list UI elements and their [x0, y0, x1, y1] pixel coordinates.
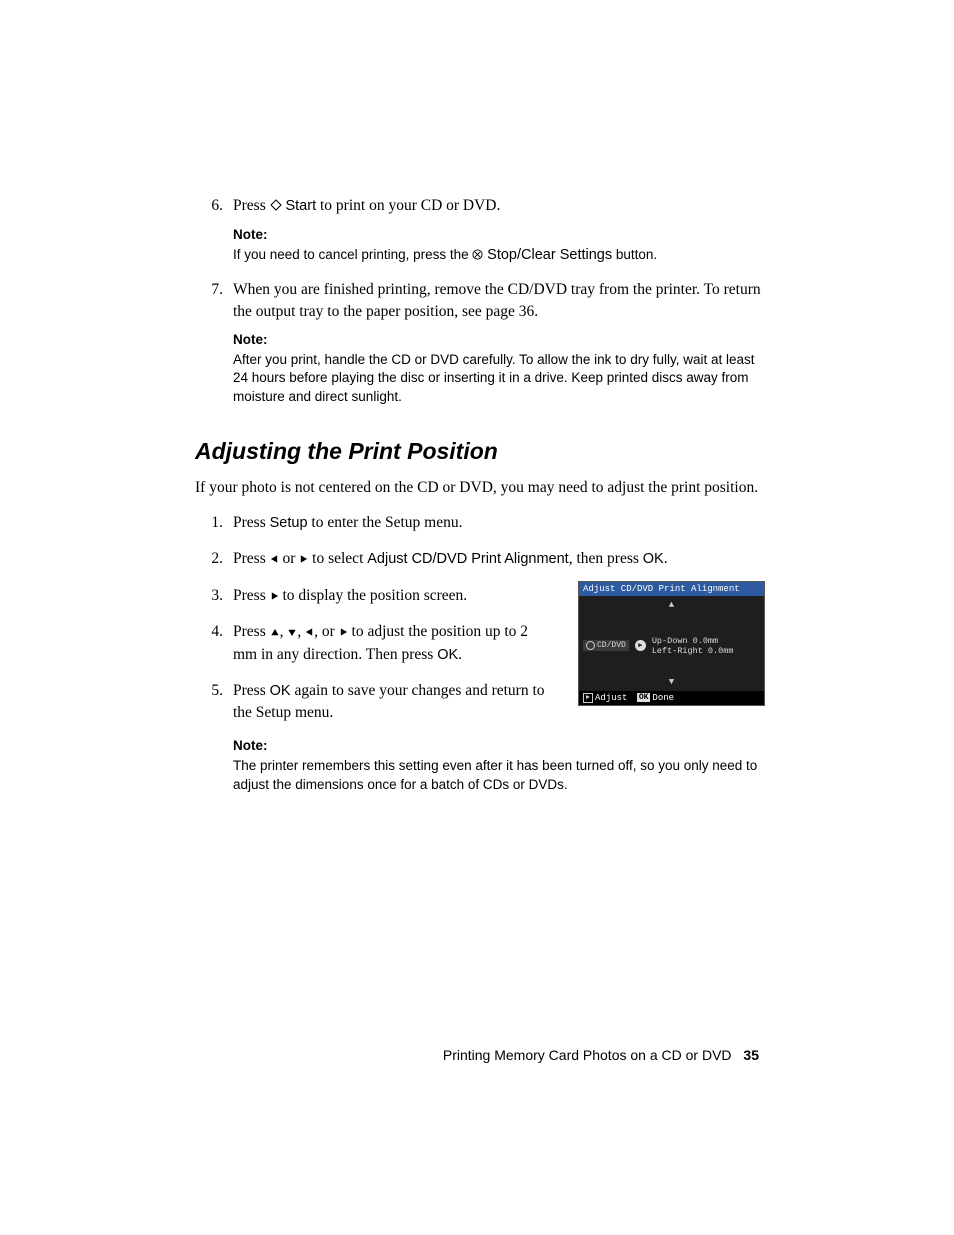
lcd-adjust-icon	[583, 693, 593, 703]
lcd-leftright-value: Left-Right 0.0mm	[652, 646, 734, 656]
section-steps-list: 1. Press Setup to enter the Setup menu. …	[195, 512, 765, 570]
step-number: 3.	[195, 585, 223, 607]
setup-label: Setup	[270, 515, 308, 531]
lcd-screen: Adjust CD/DVD Print Alignment ▲ CD/DVD ▶…	[578, 581, 765, 706]
note-block: Note: After you print, handle the CD or …	[233, 331, 765, 406]
cd-icon	[586, 641, 595, 650]
stop-icon	[472, 247, 483, 265]
lcd-figure: Adjust CD/DVD Print Alignment ▲ CD/DVD ▶…	[578, 581, 765, 706]
step-number: 7.	[195, 279, 223, 301]
diamond-icon	[270, 196, 282, 218]
lcd-play-icon: ▶	[635, 640, 646, 651]
c2: ,	[297, 623, 305, 640]
step-5: 5. Press OK again to save your changes a…	[195, 680, 550, 723]
step-text-post: to display the position screen.	[279, 587, 468, 604]
note-text-post: button.	[612, 247, 657, 262]
left-arrow-icon	[270, 549, 279, 571]
c1: ,	[280, 623, 288, 640]
right-arrow-icon	[270, 586, 279, 608]
step-number: 6.	[195, 195, 223, 217]
page-number: 35	[743, 1047, 759, 1063]
lcd-mid-row: CD/DVD ▶ Up-Down 0.0mm Left-Right 0.0mm	[579, 636, 764, 656]
section-heading: Adjusting the Print Position	[195, 438, 765, 465]
step-number: 4.	[195, 621, 223, 643]
step-number: 5.	[195, 680, 223, 702]
note-text: The printer remembers this setting even …	[233, 758, 757, 791]
top-steps-list: 6. Press Start to print on your CD or DV…	[195, 195, 765, 406]
note-label: Note:	[233, 331, 765, 349]
lcd-values: Up-Down 0.0mm Left-Right 0.0mm	[652, 636, 734, 656]
step-text-mid2: to select	[308, 550, 367, 567]
lcd-cd-label: CD/DVD	[583, 640, 629, 651]
section-steps-list-2: 3. Press to display the position screen.…	[195, 585, 550, 723]
lcd-title: Adjust CD/DVD Print Alignment	[579, 582, 764, 596]
up-arrow-icon	[270, 622, 280, 644]
step-text-post: to print on your CD or DVD.	[316, 197, 500, 214]
ok-label: OK	[270, 683, 291, 699]
lcd-ok-badge: OK	[637, 693, 651, 702]
step-text-pre: Press	[233, 623, 270, 640]
step-text: When you are finished printing, remove t…	[233, 281, 761, 320]
step-text-pre: Press	[233, 197, 270, 214]
step-text-pre: Press	[233, 514, 270, 531]
note-label: Note:	[233, 226, 765, 244]
lcd-cd-text: CD/DVD	[597, 641, 626, 650]
steps-text-column: 3. Press to display the position screen.…	[195, 585, 550, 737]
note-text: After you print, handle the CD or DVD ca…	[233, 352, 754, 403]
note-text-pre: If you need to cancel printing, press th…	[233, 247, 472, 262]
lcd-done-label: Done	[652, 693, 674, 703]
page-content: 6. Press Start to print on your CD or DV…	[195, 195, 765, 808]
right-arrow-icon	[299, 549, 308, 571]
note-block: Note: If you need to cancel printing, pr…	[233, 226, 765, 266]
right-arrow-icon	[339, 622, 348, 644]
section-intro: If your photo is not centered on the CD …	[195, 477, 765, 499]
note-block: Note: The printer remembers this setting…	[233, 737, 765, 794]
step-number: 1.	[195, 512, 223, 534]
note-after-5: Note: The printer remembers this setting…	[195, 737, 765, 794]
adjust-alignment-label: Adjust CD/DVD Print Alignment	[367, 551, 568, 567]
step-text-pre: Press	[233, 587, 270, 604]
step-text-pre: Press	[233, 682, 270, 699]
down-arrow-icon	[287, 622, 297, 644]
step-3: 3. Press to display the position screen.	[195, 585, 550, 608]
lcd-updown-value: Up-Down 0.0mm	[652, 636, 734, 646]
step-text-pre: Press	[233, 550, 270, 567]
step-text-post: to enter the Setup menu.	[308, 514, 463, 531]
ok-label: OK	[437, 647, 458, 663]
left-arrow-icon	[305, 622, 314, 644]
step-7: 7. When you are finished printing, remov…	[195, 279, 765, 405]
c3: , or	[314, 623, 339, 640]
step-text-mid: or	[279, 550, 300, 567]
stop-clear-label: Stop/Clear Settings	[487, 247, 612, 263]
step-text-post1: , then press	[569, 550, 643, 567]
lcd-footer: Adjust OKDone	[579, 691, 764, 705]
section-steps-list-3: Note: The printer remembers this setting…	[195, 737, 765, 794]
step-text-post2: .	[664, 550, 668, 567]
lcd-up-arrow-icon: ▲	[669, 600, 674, 610]
note-label: Note:	[233, 737, 765, 755]
start-button-label: Start	[285, 198, 316, 214]
footer-text: Printing Memory Card Photos on a CD or D…	[443, 1047, 732, 1063]
steps-with-figure-row: 3. Press to display the position screen.…	[195, 585, 765, 737]
step-text-post: .	[458, 646, 462, 663]
step-2: 2. Press or to select Adjust CD/DVD Prin…	[195, 548, 765, 571]
lcd-adjust-label: Adjust	[595, 693, 627, 703]
lcd-down-arrow-icon: ▼	[669, 677, 674, 687]
page-footer: Printing Memory Card Photos on a CD or D…	[0, 1047, 954, 1063]
lcd-body: ▲ CD/DVD ▶ Up-Down 0.0mm Left-Right 0.0m…	[579, 596, 764, 691]
step-6: 6. Press Start to print on your CD or DV…	[195, 195, 765, 265]
step-4: 4. Press , , , or to adjust the position…	[195, 621, 550, 665]
step-1: 1. Press Setup to enter the Setup menu.	[195, 512, 765, 534]
step-number: 2.	[195, 548, 223, 570]
ok-label: OK	[643, 551, 664, 567]
